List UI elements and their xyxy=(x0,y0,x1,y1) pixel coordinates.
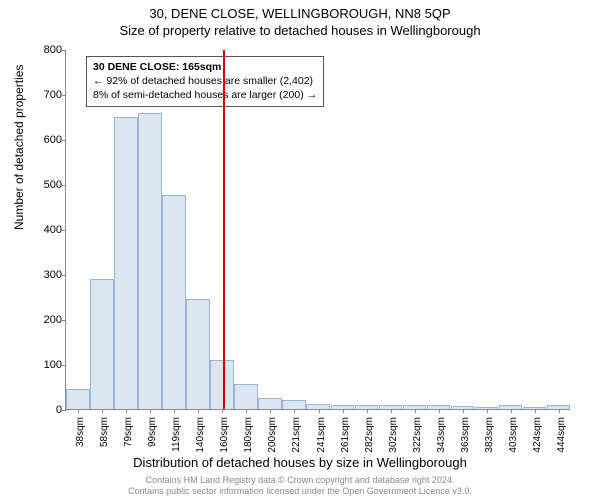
x-tick-label: 383sqm xyxy=(484,413,495,453)
x-tick-label: 241sqm xyxy=(316,413,327,453)
x-tick-label: 79sqm xyxy=(123,413,134,447)
chart-subtitle: Size of property relative to detached ho… xyxy=(0,21,600,38)
chart-container: 30, DENE CLOSE, WELLINGBOROUGH, NN8 5QP … xyxy=(0,0,600,500)
y-tick-mark xyxy=(62,410,66,411)
histogram-bar xyxy=(90,279,114,409)
y-tick-mark xyxy=(62,320,66,321)
y-axis-label: Number of detached properties xyxy=(12,65,26,230)
chart-title: 30, DENE CLOSE, WELLINGBOROUGH, NN8 5QP xyxy=(0,0,600,21)
x-tick-label: 302sqm xyxy=(388,413,399,453)
histogram-bar xyxy=(138,113,162,409)
histogram-bar xyxy=(210,360,234,410)
x-tick-label: 38sqm xyxy=(75,413,86,447)
annotation-line2: ← 92% of detached houses are smaller (2,… xyxy=(93,74,317,88)
x-tick-label: 180sqm xyxy=(243,413,254,453)
histogram-bar xyxy=(234,384,258,409)
annotation-box: 30 DENE CLOSE: 165sqm ← 92% of detached … xyxy=(86,56,324,107)
x-tick-label: 160sqm xyxy=(219,413,230,453)
x-tick-label: 58sqm xyxy=(99,413,110,447)
histogram-bar xyxy=(258,398,282,409)
histogram-bar xyxy=(66,389,90,409)
x-tick-label: 403sqm xyxy=(508,413,519,453)
y-tick-mark xyxy=(62,95,66,96)
x-tick-label: 140sqm xyxy=(195,413,206,453)
annotation-line1: 30 DENE CLOSE: 165sqm xyxy=(93,60,317,74)
y-tick-mark xyxy=(62,50,66,51)
histogram-bar xyxy=(282,400,306,409)
x-tick-label: 363sqm xyxy=(460,413,471,453)
x-tick-label: 424sqm xyxy=(532,413,543,453)
x-tick-label: 444sqm xyxy=(556,413,567,453)
x-tick-label: 200sqm xyxy=(267,413,278,453)
histogram-bar xyxy=(162,195,186,409)
histogram-bar xyxy=(186,299,210,409)
chart-plot-area: 30 DENE CLOSE: 165sqm ← 92% of detached … xyxy=(65,50,570,410)
marker-line xyxy=(223,50,225,409)
y-tick-mark xyxy=(62,365,66,366)
credits-line2: Contains public sector information licen… xyxy=(0,486,600,498)
y-tick-mark xyxy=(62,230,66,231)
credits: Contains HM Land Registry data © Crown c… xyxy=(0,475,600,498)
x-tick-label: 282sqm xyxy=(364,413,375,453)
x-tick-label: 99sqm xyxy=(147,413,158,447)
histogram-bar xyxy=(114,117,138,409)
credits-line1: Contains HM Land Registry data © Crown c… xyxy=(0,475,600,487)
y-tick-mark xyxy=(62,140,66,141)
x-tick-label: 119sqm xyxy=(171,413,182,452)
x-tick-label: 343sqm xyxy=(436,413,447,453)
y-tick-mark xyxy=(62,275,66,276)
y-tick-mark xyxy=(62,185,66,186)
x-axis-label: Distribution of detached houses by size … xyxy=(0,455,600,470)
x-tick-label: 261sqm xyxy=(340,413,351,453)
annotation-line3: 8% of semi-detached houses are larger (2… xyxy=(93,88,317,102)
x-tick-label: 221sqm xyxy=(291,413,302,453)
x-tick-label: 322sqm xyxy=(412,413,423,453)
